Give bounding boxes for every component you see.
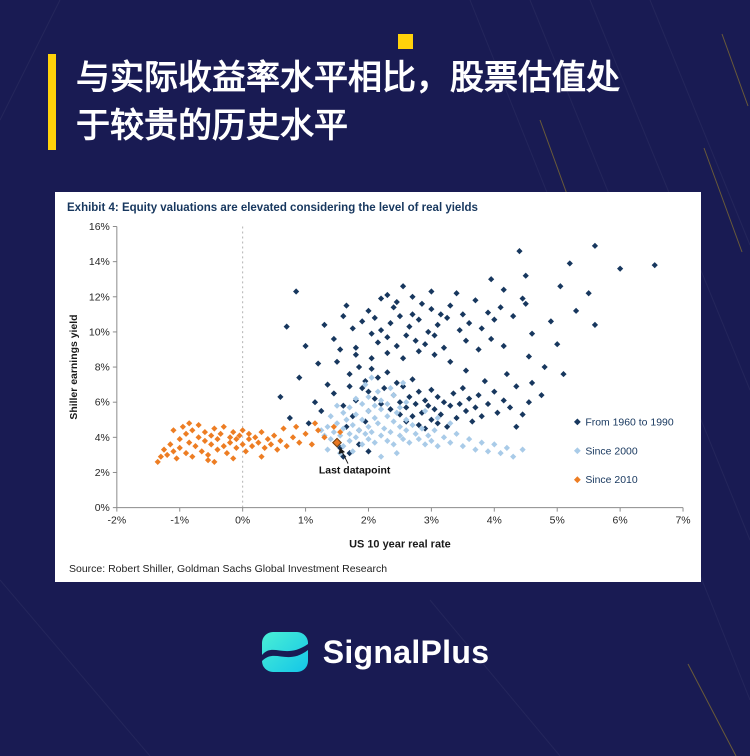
legend-marker bbox=[573, 476, 581, 484]
page-title-line1: 与实际收益率水平相比，股票估值处 bbox=[76, 59, 620, 97]
svg-text:2%: 2% bbox=[95, 468, 110, 479]
brand-name: SignalPlus bbox=[322, 633, 490, 670]
svg-text:1%: 1% bbox=[298, 516, 313, 527]
svg-text:4%: 4% bbox=[487, 516, 502, 527]
svg-text:-2%: -2% bbox=[108, 516, 127, 527]
legend: From 1960 to 1990 Since 2000 Since 2010 bbox=[573, 417, 674, 486]
svg-text:14%: 14% bbox=[89, 257, 110, 268]
legend-label: From 1960 to 1990 bbox=[585, 417, 674, 428]
svg-text:4%: 4% bbox=[95, 433, 110, 444]
legend-label: Since 2000 bbox=[585, 446, 637, 457]
headline-accent-bar bbox=[48, 54, 56, 150]
legend-marker bbox=[573, 447, 581, 455]
series-since-2010 bbox=[154, 420, 344, 466]
svg-text:-1%: -1% bbox=[170, 516, 189, 527]
svg-text:6%: 6% bbox=[95, 398, 110, 409]
exhibit-title: Exhibit 4: Equity valuations are elevate… bbox=[67, 202, 478, 214]
legend-marker bbox=[573, 418, 581, 426]
svg-text:16%: 16% bbox=[89, 222, 110, 233]
brand-lockup: SignalPlus bbox=[0, 630, 750, 674]
signalplus-logo-icon bbox=[261, 632, 308, 672]
svg-text:10%: 10% bbox=[89, 327, 110, 338]
exhibit-card: Exhibit 4: Equity valuations are elevate… bbox=[55, 192, 701, 582]
svg-text:12%: 12% bbox=[89, 292, 110, 303]
svg-text:8%: 8% bbox=[95, 363, 110, 374]
x-axis-ticks: -2% -1% 0% 1% 2% 3% 4% 5% 6% 7% bbox=[108, 507, 691, 527]
annotation-last-datapoint: Last datapoint bbox=[319, 447, 391, 476]
x-axis-label: US 10 year real rate bbox=[349, 538, 451, 550]
scatter-plot: -2% -1% 0% 1% 2% 3% 4% 5% 6% 7% 0% 2% 4% 6% 8% 10% 12% 14… bbox=[69, 222, 691, 550]
svg-text:3%: 3% bbox=[424, 516, 439, 527]
y-axis-label: Shiller earnings yield bbox=[69, 314, 80, 419]
svg-text:5%: 5% bbox=[550, 516, 565, 527]
last-datapoint-marker bbox=[332, 437, 343, 448]
source-text: Source: Robert Shiller, Goldman Sachs Gl… bbox=[69, 563, 388, 575]
page-title-line2: 于较贵的历史水平 bbox=[76, 107, 348, 145]
svg-text:7%: 7% bbox=[675, 516, 690, 527]
svg-text:Last datapoint: Last datapoint bbox=[319, 465, 391, 476]
page-title: 与实际收益率水平相比，股票估值处 于较贵的历史水平 bbox=[76, 54, 620, 150]
svg-text:0%: 0% bbox=[95, 503, 110, 514]
svg-text:0%: 0% bbox=[235, 516, 250, 527]
headline-accent-square bbox=[398, 34, 413, 49]
y-axis-ticks: 0% 2% 4% 6% 8% 10% 12% 14% 16% bbox=[89, 222, 117, 514]
svg-text:6%: 6% bbox=[613, 516, 628, 527]
headline: 与实际收益率水平相比，股票估值处 于较贵的历史水平 bbox=[48, 54, 620, 150]
svg-text:2%: 2% bbox=[361, 516, 376, 527]
legend-label: Since 2010 bbox=[585, 475, 637, 486]
axes bbox=[116, 226, 684, 509]
